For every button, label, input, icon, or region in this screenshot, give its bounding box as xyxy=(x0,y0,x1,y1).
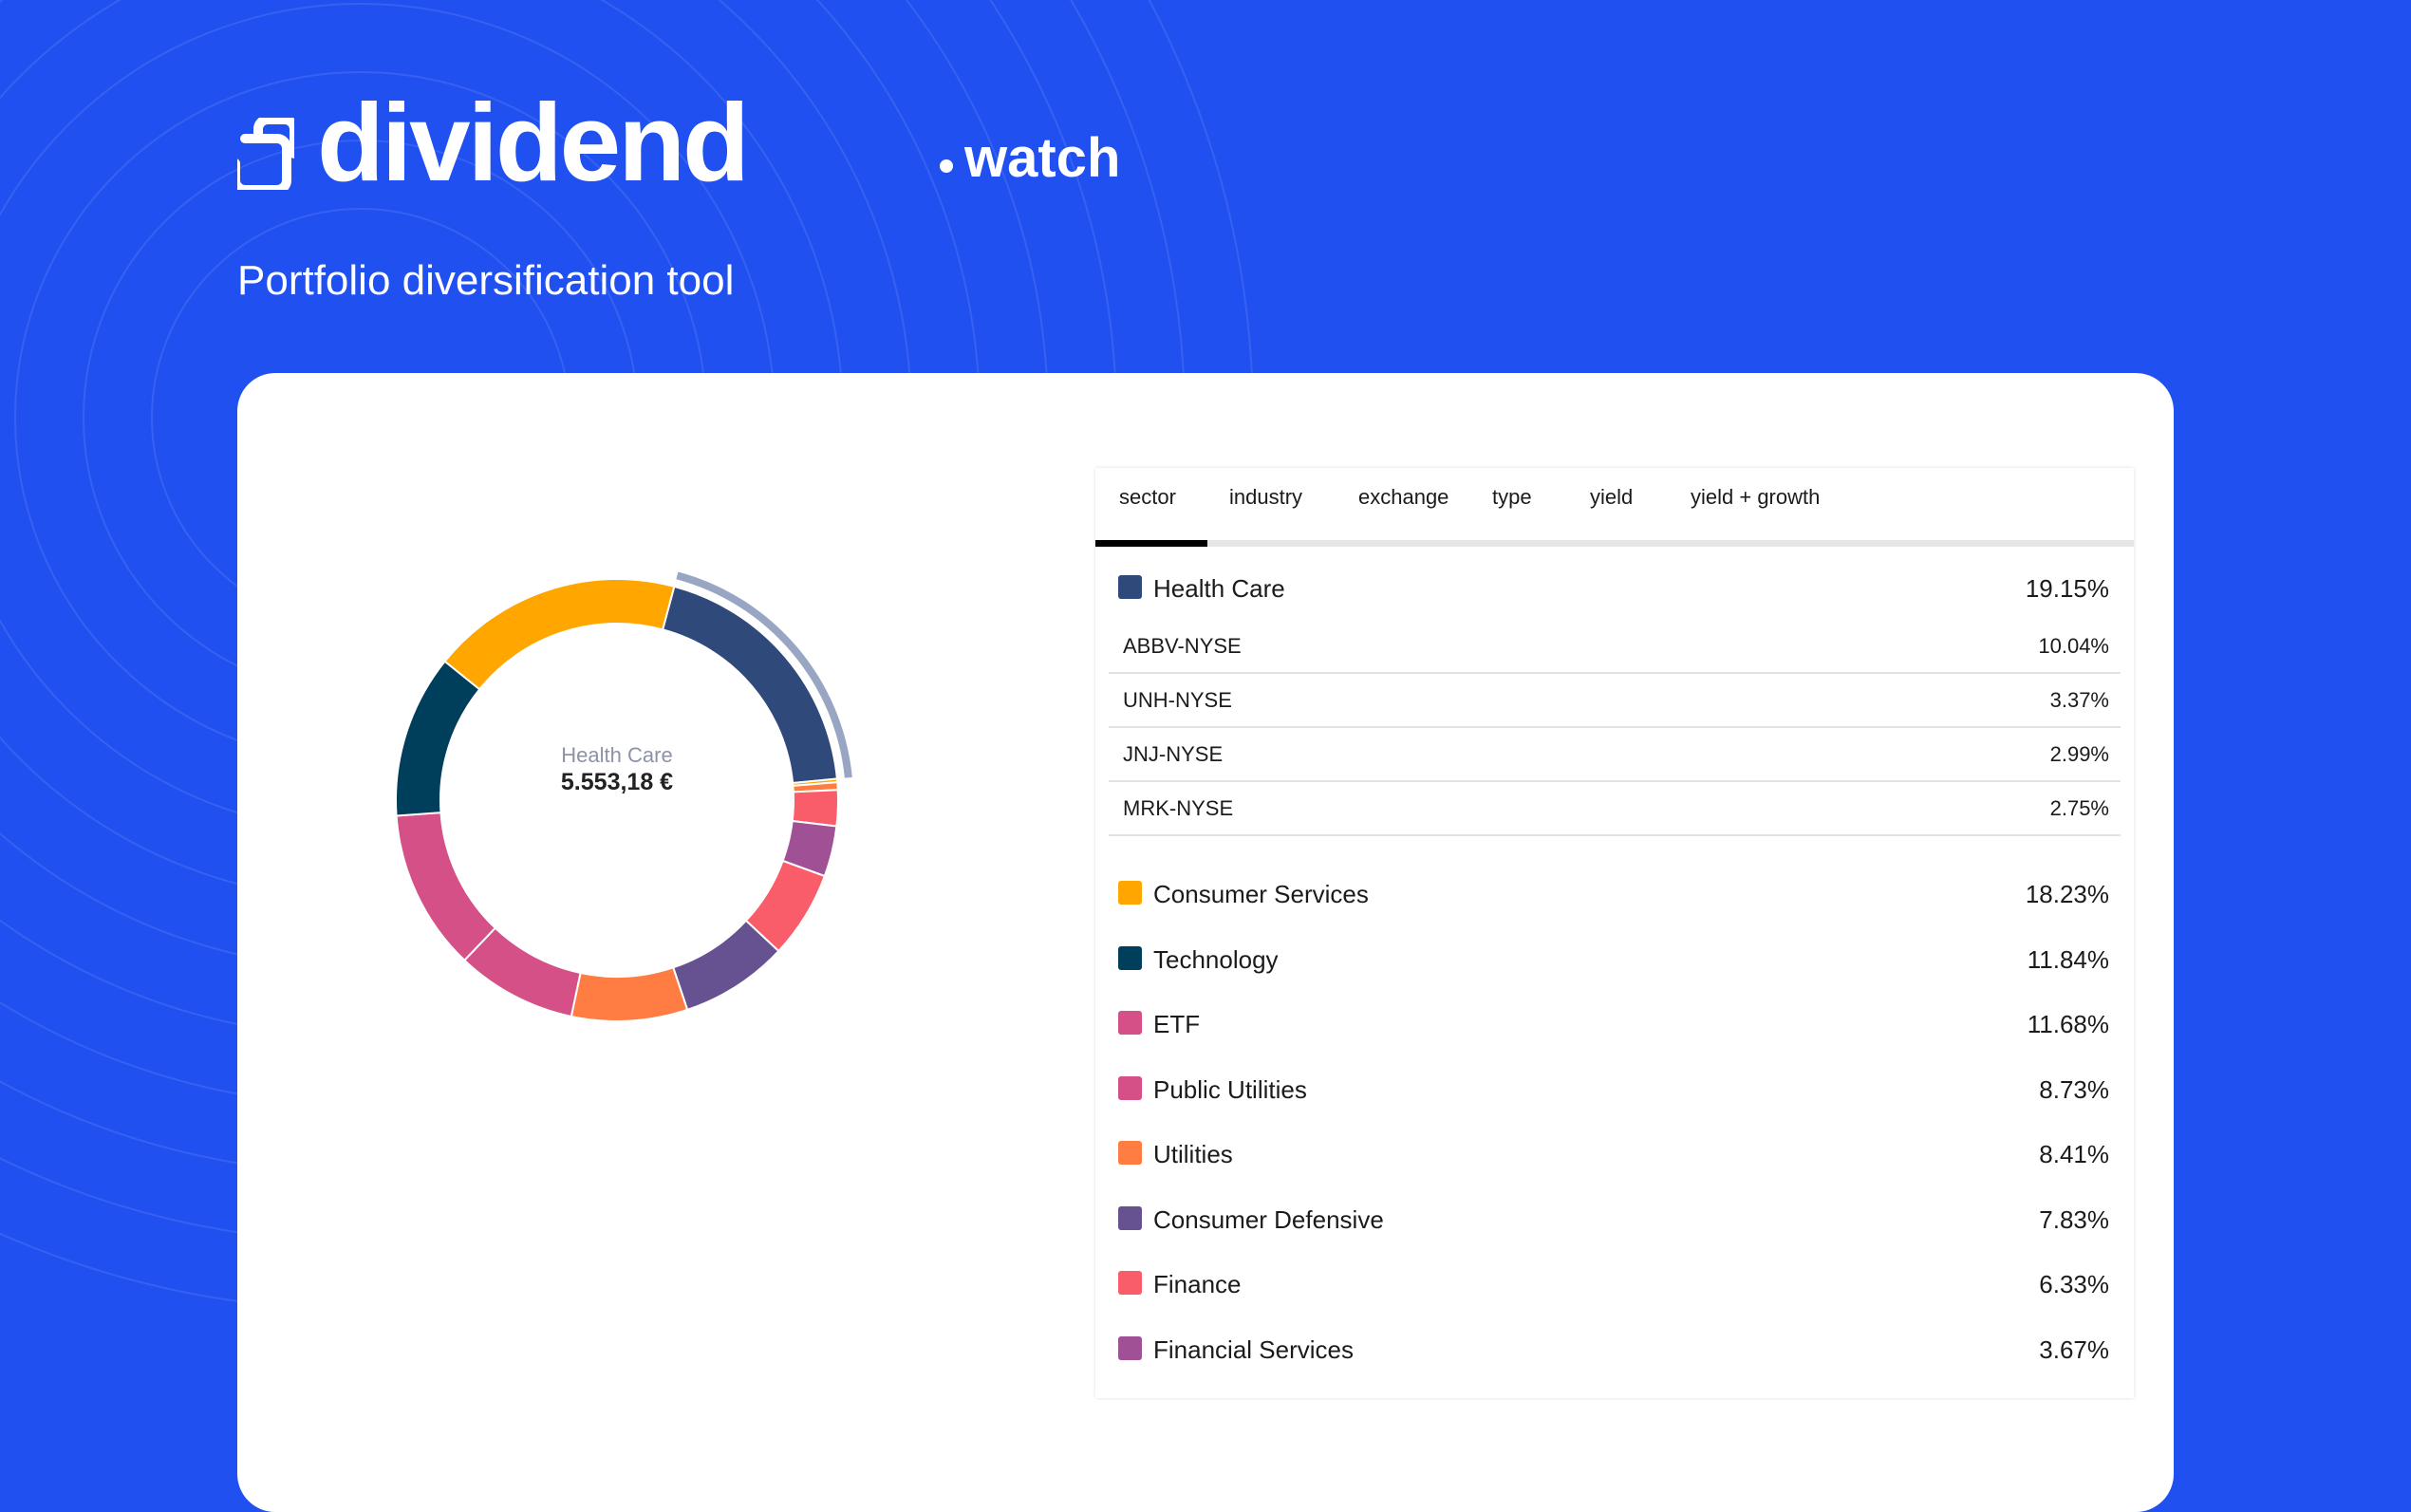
holding-ticker: ABBV-NYSE xyxy=(1123,634,1242,658)
sector-swatch xyxy=(1118,1206,1142,1230)
holding-percent: 10.04% xyxy=(2038,634,2109,658)
divider xyxy=(1109,834,2121,836)
logo-mark-icon xyxy=(237,118,294,190)
holding-ticker: JNJ-NYSE xyxy=(1123,742,1224,766)
sector-percent: 8.41% xyxy=(2039,1140,2109,1168)
tab-yield[interactable]: yield xyxy=(1590,485,1634,509)
sector-percent: 19.15% xyxy=(2025,574,2109,603)
sector-swatch xyxy=(1118,1011,1142,1035)
holding-row[interactable]: ABBV-NYSE 10.04% xyxy=(1095,620,2134,674)
donut-slice-consumer-services[interactable] xyxy=(443,578,676,691)
sector-percent: 11.84% xyxy=(2027,945,2109,974)
sector-swatch xyxy=(1118,881,1142,905)
sector-percent: 3.67% xyxy=(2039,1335,2109,1364)
holding-ticker: MRK-NYSE xyxy=(1123,796,1234,820)
sector-row-public-utilities[interactable]: Public Utilities 8.73% xyxy=(1095,1075,2134,1113)
sector-swatch xyxy=(1118,1141,1142,1165)
holding-percent: 2.75% xyxy=(2049,796,2109,820)
holding-ticker: UNH-NYSE xyxy=(1123,688,1232,712)
holding-row[interactable]: UNH-NYSE 3.37% xyxy=(1095,674,2134,728)
tab-yield-growth[interactable]: yield + growth xyxy=(1691,485,1821,509)
sector-row-consumer-services[interactable]: Consumer Services 18.23% xyxy=(1095,880,2134,918)
holding-row[interactable]: MRK-NYSE 2.75% xyxy=(1095,782,2134,836)
sector-row-consumer-defensive[interactable]: Consumer Defensive 7.83% xyxy=(1095,1205,2134,1243)
donut-slice-etf[interactable] xyxy=(395,812,497,962)
holding-percent: 2.99% xyxy=(2049,742,2109,766)
sector-swatch xyxy=(1118,575,1142,599)
sector-name: Health Care xyxy=(1153,574,1285,603)
tab-type[interactable]: type xyxy=(1492,485,1532,509)
donut-center-label: Health Care xyxy=(561,743,673,767)
sector-row-financial-services[interactable]: Financial Services 3.67% xyxy=(1095,1335,2134,1373)
sector-name: Finance xyxy=(1153,1270,1242,1298)
divider xyxy=(1109,726,2121,728)
sector-name: Financial Services xyxy=(1153,1335,1354,1364)
tab-bar: sector industry exchange type yield yiel… xyxy=(1095,468,2134,547)
sector-percent: 6.33% xyxy=(2039,1270,2109,1298)
sector-swatch xyxy=(1118,1076,1142,1100)
sector-row-etf[interactable]: ETF 11.68% xyxy=(1095,1010,2134,1048)
divider xyxy=(1109,780,2121,782)
divider xyxy=(1109,672,2121,674)
tab-sector[interactable]: sector xyxy=(1119,485,1176,509)
donut-center-value: 5.553,18 € xyxy=(560,769,674,795)
sector-percent: 7.83% xyxy=(2039,1205,2109,1234)
holding-row[interactable]: JNJ-NYSE 2.99% xyxy=(1095,728,2134,782)
main-card: Health Care 5.553,18 € sector industry e… xyxy=(237,373,2174,1512)
donut-highlight-arc xyxy=(676,571,852,778)
sector-percent: 8.73% xyxy=(2039,1075,2109,1104)
sector-name: Utilities xyxy=(1153,1140,1233,1168)
donut-slice-utilities[interactable] xyxy=(570,966,689,1022)
brand-suffix: watch xyxy=(964,127,1121,189)
sector-row-health-care[interactable]: Health Care 19.15% xyxy=(1095,574,2134,612)
sector-row-technology[interactable]: Technology 11.84% xyxy=(1095,945,2134,983)
sector-name: Consumer Services xyxy=(1153,880,1369,908)
sector-percent: 11.68% xyxy=(2027,1010,2109,1038)
sector-name: Public Utilities xyxy=(1153,1075,1307,1104)
breakdown-panel: sector industry exchange type yield yiel… xyxy=(1095,468,2134,1398)
tab-exchange[interactable]: exchange xyxy=(1358,485,1449,509)
brand-dot xyxy=(940,159,953,173)
sector-swatch xyxy=(1118,1271,1142,1295)
sector-name: Consumer Defensive xyxy=(1153,1205,1384,1234)
sector-swatch xyxy=(1118,1336,1142,1360)
sector-row-finance[interactable]: Finance 6.33% xyxy=(1095,1270,2134,1308)
sector-donut-chart xyxy=(395,571,852,1022)
brand-name: dividend xyxy=(317,81,750,204)
tab-industry[interactable]: industry xyxy=(1229,485,1303,509)
sector-percent: 18.23% xyxy=(2025,880,2109,908)
sector-row-utilities[interactable]: Utilities 8.41% xyxy=(1095,1140,2134,1178)
page-tagline: Portfolio diversification tool xyxy=(237,257,735,304)
sector-swatch xyxy=(1118,946,1142,970)
holding-percent: 3.37% xyxy=(2049,688,2109,712)
active-tab-indicator xyxy=(1095,540,1207,547)
sector-name: ETF xyxy=(1153,1010,1201,1038)
sector-name: Technology xyxy=(1153,945,1279,974)
